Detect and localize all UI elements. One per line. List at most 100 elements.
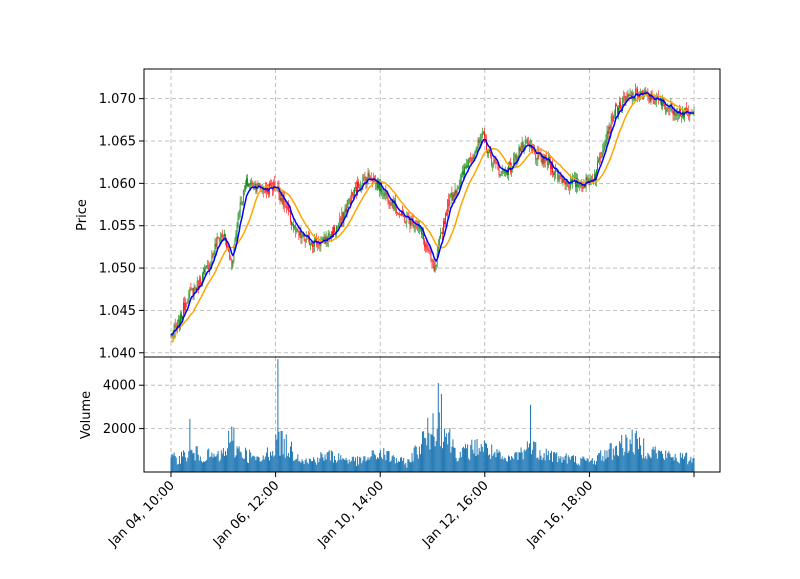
price-axis-label: Price [75, 199, 90, 231]
volume-bar [589, 461, 591, 472]
volume-bar [449, 428, 451, 472]
volume-bar [662, 453, 664, 472]
volume-bar [422, 431, 424, 472]
price-panel-frame [143, 68, 721, 358]
candle [389, 199, 391, 209]
volume-bar [651, 449, 653, 472]
volume-bar [519, 452, 521, 472]
candle [214, 238, 216, 258]
volume-bar [281, 431, 283, 472]
volume-bar [433, 436, 435, 472]
volume-bar [678, 463, 680, 472]
candle [410, 216, 412, 229]
candle [205, 265, 206, 276]
volume-bar [503, 457, 505, 472]
volume-bar [296, 458, 298, 472]
volume-bar [210, 456, 212, 472]
volume-bar [320, 452, 322, 472]
volume-bar [530, 404, 531, 472]
volume-bar [541, 460, 543, 472]
volume-bar [467, 444, 469, 472]
candle [203, 267, 204, 280]
volume-bar [579, 465, 581, 472]
volume-bar [339, 459, 341, 472]
volume-bar [373, 453, 375, 472]
volume-bar [395, 458, 397, 472]
volume-bar [411, 453, 413, 472]
candle [520, 142, 522, 152]
candle [173, 322, 175, 338]
candle [194, 285, 196, 292]
volume-bar [459, 451, 461, 472]
volume-bar [630, 443, 632, 472]
volume-bar [676, 461, 678, 472]
candle [254, 181, 256, 190]
volume-bar [336, 462, 338, 472]
volume-bar [171, 453, 173, 472]
volume-bar [616, 455, 618, 472]
volume-bar [531, 454, 533, 472]
volume-bar [397, 461, 399, 472]
candle [235, 230, 237, 242]
candle [316, 233, 318, 248]
volume-bar [338, 453, 340, 472]
volume-bar [282, 454, 284, 472]
volume-bar [359, 456, 361, 472]
volume-bar [321, 453, 323, 472]
volume-bar [511, 455, 513, 472]
candle [424, 238, 426, 251]
candle [435, 264, 437, 271]
volume-bar [480, 444, 482, 472]
candle [247, 174, 248, 187]
volume-bar [400, 457, 402, 472]
price-y-tick-label: 1.045 [99, 304, 136, 319]
volume-bar [461, 447, 463, 472]
candle [620, 97, 621, 111]
candle [619, 96, 620, 113]
candle [344, 204, 346, 217]
price-y-axis: 1.040 1.045 1.050 1.055 1.060 1.065 1.070 [99, 92, 144, 361]
volume-bar [279, 455, 281, 472]
volume-bar [337, 460, 339, 472]
candle [607, 125, 609, 140]
volume-bar [526, 441, 528, 472]
volume-bar [506, 461, 508, 472]
candle [415, 219, 417, 230]
volume-bar [254, 456, 256, 472]
candle [391, 201, 393, 209]
volume-bar [221, 453, 223, 472]
volume-bar [185, 457, 187, 472]
candle [363, 173, 365, 181]
volume-bar [430, 434, 432, 472]
volume-bar [394, 463, 396, 472]
volume-bar [633, 454, 635, 472]
volume-bar [190, 449, 192, 472]
volume-bar [326, 452, 328, 472]
volume-bar [362, 460, 364, 472]
candle [420, 227, 421, 232]
volume-bar [311, 461, 313, 472]
volume-bar [294, 460, 296, 472]
candle [256, 184, 258, 194]
x-tick-label: Jan 04, 10:00 [105, 478, 177, 550]
volume-bar [432, 413, 434, 472]
volume-bar [502, 459, 504, 472]
volume-bar [645, 456, 647, 472]
volume-bar [648, 454, 650, 472]
volume-bar [619, 441, 621, 472]
price-y-tick-label: 1.040 [99, 346, 136, 361]
candle [324, 234, 326, 245]
candle [567, 182, 569, 191]
volume-bar [490, 459, 492, 472]
volume-bar [646, 459, 648, 472]
volume-bar [457, 460, 459, 472]
candle [511, 162, 512, 177]
volume-bar [413, 447, 415, 472]
volume-bar [606, 450, 608, 472]
volume-bar [594, 464, 596, 472]
volume-bar [193, 452, 195, 472]
volume-bar [478, 448, 480, 472]
volume-bar [375, 459, 377, 472]
candle [340, 215, 342, 224]
volume-bar [345, 457, 347, 472]
